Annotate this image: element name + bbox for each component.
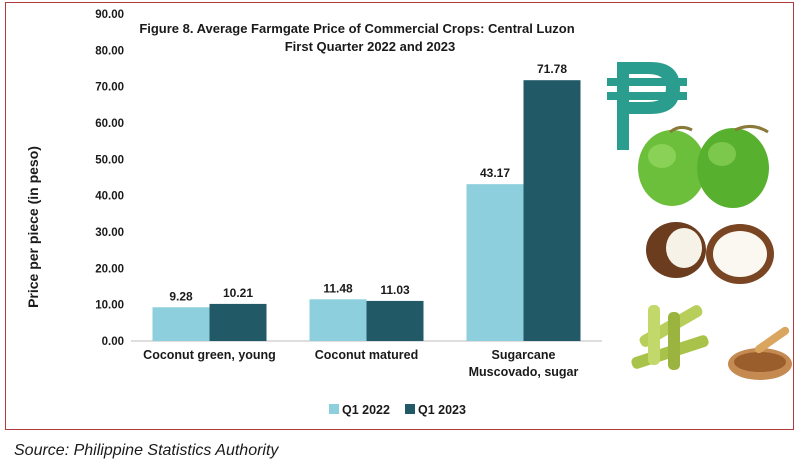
data-label: 11.03: [380, 283, 410, 297]
data-label: 9.28: [169, 289, 193, 303]
y-tick-label: 30.00: [95, 227, 124, 239]
y-tick-label: 90.00: [95, 9, 124, 21]
bar-q1-2023: [209, 303, 267, 341]
green-coconut-icon: [638, 125, 769, 208]
legend-swatch: [329, 404, 339, 414]
y-tick-label: 20.00: [95, 263, 124, 275]
legend-label: Q1 2023: [418, 403, 466, 417]
data-label: 71.78: [537, 62, 567, 76]
y-tick-label: 40.00: [95, 191, 124, 203]
x-axis-tick-labels: Coconut green, young Coconut matured Sugar…: [143, 348, 578, 379]
x-tick-label: Coconut green, young: [143, 348, 276, 362]
y-tick-label: 60.00: [95, 118, 124, 130]
sugarcane-icon: [631, 305, 792, 380]
bar-q1-2022: [309, 299, 367, 341]
y-tick-label: 70.00: [95, 82, 124, 94]
legend-label: Q1 2022: [342, 403, 390, 417]
bar-q1-2022: [152, 307, 210, 341]
data-label: 11.48: [323, 281, 353, 295]
y-tick-label: 50.00: [95, 154, 124, 166]
bar-series: [152, 80, 581, 341]
x-tick-label: Muscovado, sugar: [469, 365, 579, 379]
legend: Q1 2022 Q1 2023: [329, 403, 466, 417]
legend-swatch: [405, 404, 415, 414]
x-tick-label: Coconut matured: [315, 348, 418, 362]
chart-frame: [5, 2, 794, 430]
bar-q1-2022: [466, 184, 524, 341]
value-labels: 9.28 10.21 11.48 11.03 43.17 71.78: [169, 62, 567, 303]
matured-coconut-icon: [646, 222, 774, 284]
data-label: 10.21: [223, 286, 253, 300]
source-note: Source: Philippine Statistics Authority: [14, 442, 279, 459]
x-tick-label: Sugarcane: [492, 348, 556, 362]
bar-q1-2023: [523, 80, 581, 341]
y-tick-label: 80.00: [95, 45, 124, 57]
y-tick-label: 10.00: [95, 300, 124, 312]
y-axis-label: Price per piece (in peso): [25, 146, 41, 308]
bar-q1-2023: [366, 300, 424, 341]
chart-subtitle: First Quarter 2022 and 2023: [285, 39, 456, 54]
chart-title: Figure 8. Average Farmgate Price of Comm…: [139, 21, 574, 36]
y-tick-label: 0.00: [102, 336, 124, 348]
data-label: 43.17: [480, 166, 510, 180]
peso-sign-icon: [607, 62, 687, 150]
